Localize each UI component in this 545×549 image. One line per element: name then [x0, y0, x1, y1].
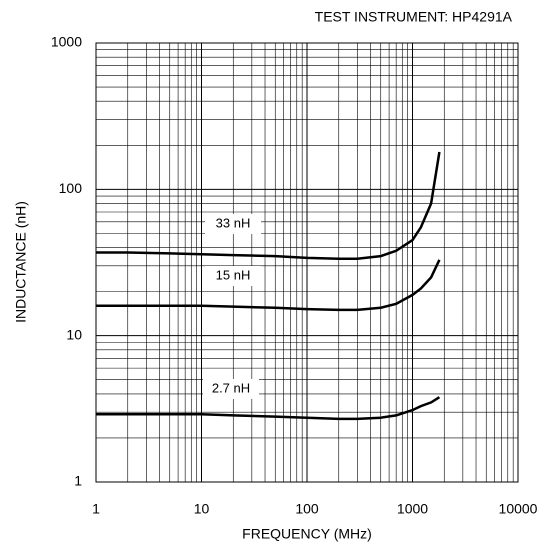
x-tick-label: 10	[194, 501, 210, 517]
y-tick-label: 100	[59, 180, 83, 196]
plot-frame	[95, 42, 519, 483]
x-tick-label: 10000	[499, 501, 538, 517]
x-tick-label: 100	[295, 501, 319, 517]
x-tick-label: 1	[92, 501, 100, 517]
series-line	[96, 151, 441, 261]
y-axis-label: INDUCTANCE (nH)	[13, 201, 29, 323]
y-tick-label: 1	[74, 473, 82, 489]
label-box	[205, 266, 261, 286]
series-line	[96, 396, 441, 421]
series-label: 33 nH	[216, 215, 251, 230]
series-label: 2.7 nH	[212, 380, 250, 395]
y-tick-label: 1000	[51, 34, 82, 50]
label-box	[205, 214, 261, 234]
x-tick-label: 1000	[397, 501, 428, 517]
chart-title: TEST INSTRUMENT: HP4291A	[315, 9, 513, 25]
series-line	[96, 259, 441, 312]
label-box	[203, 379, 259, 399]
x-axis-label: FREQUENCY (MHz)	[242, 526, 372, 542]
y-tick-label: 10	[66, 326, 82, 342]
series-label: 15 nH	[216, 267, 251, 282]
